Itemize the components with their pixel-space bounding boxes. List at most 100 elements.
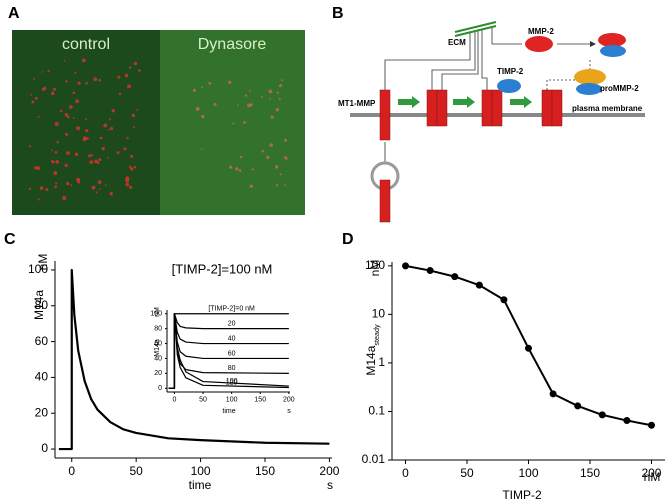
diagram: ECM MMP-2 TIMP-2 proMMP-2 MT1-MMP plasma… <box>338 21 645 223</box>
speckle <box>284 156 288 160</box>
series-label: 120 <box>226 379 238 386</box>
speckle <box>129 167 134 171</box>
receptor <box>379 179 391 223</box>
data-point <box>647 421 655 429</box>
speckle <box>54 151 58 154</box>
y-tick-label: 80 <box>35 298 49 312</box>
data-point <box>475 281 483 289</box>
speckle <box>82 137 87 142</box>
speckle <box>98 158 102 162</box>
speckle <box>47 69 50 73</box>
speckle <box>39 186 44 190</box>
speckle <box>279 173 282 176</box>
connector <box>384 33 471 90</box>
panel-label: C <box>4 231 16 248</box>
speckle <box>104 184 107 186</box>
annotation: [TIMP-2]=100 nM <box>172 261 273 276</box>
y-tick-label: 80 <box>154 325 162 332</box>
y-tick-label: 20 <box>35 405 49 419</box>
speckle <box>45 188 49 191</box>
speckle <box>55 160 60 164</box>
speckle <box>232 122 235 125</box>
arrow <box>510 96 532 108</box>
panel-label: A <box>8 5 20 22</box>
series-label: [TIMP-2]=0 nM <box>208 306 255 313</box>
data-point <box>451 273 459 281</box>
speckle <box>228 80 232 85</box>
speckle <box>37 115 40 118</box>
speckle <box>107 156 109 159</box>
speckle <box>270 115 274 119</box>
speckle <box>88 154 92 158</box>
connector <box>481 30 488 90</box>
speckle <box>36 166 41 170</box>
x-axis-unit: s <box>287 408 291 415</box>
speckle <box>213 102 217 107</box>
speckle <box>247 103 251 108</box>
speckle <box>238 169 242 172</box>
speckle <box>62 195 67 200</box>
receptor <box>426 89 438 127</box>
speckle <box>125 182 130 187</box>
speckle <box>125 176 130 181</box>
speckle <box>55 182 58 185</box>
speckle <box>123 147 127 151</box>
speckle <box>37 198 40 201</box>
speckle <box>72 117 75 120</box>
y-tick-label: 0.1 <box>368 404 385 418</box>
data-point <box>598 411 606 419</box>
x-axis-label: time <box>222 408 235 415</box>
series-label: 100 <box>226 378 238 385</box>
speckle <box>103 123 108 128</box>
speckle <box>136 109 139 111</box>
connector <box>441 31 479 90</box>
speckle <box>192 88 196 92</box>
arrow <box>453 96 475 108</box>
y-axis-unit: nM <box>154 307 161 317</box>
speckle <box>99 188 101 190</box>
receptor <box>436 89 448 127</box>
speckle <box>65 132 69 136</box>
x-axis-unit: s <box>327 478 333 492</box>
prommp2 <box>574 69 606 85</box>
speckle <box>278 84 283 88</box>
y-axis-label: M14a <box>154 339 161 357</box>
speckle <box>201 86 204 89</box>
y-tick-label: 1 <box>378 355 385 369</box>
speckle <box>229 165 233 169</box>
speckle <box>129 185 133 190</box>
speckle <box>85 129 89 133</box>
y-tick-label: 100 <box>28 262 48 276</box>
speckle <box>128 165 131 168</box>
speckle <box>276 91 279 94</box>
speckle <box>31 100 35 104</box>
data-line <box>168 313 289 389</box>
speckle <box>249 184 254 188</box>
speckle <box>81 58 86 63</box>
speckle <box>91 185 96 190</box>
x-tick-label: 100 <box>191 464 211 478</box>
series-label: 80 <box>228 365 236 372</box>
speckle <box>51 160 54 163</box>
node-label: ECM <box>448 38 466 47</box>
y-axis-unit: nM <box>368 260 382 277</box>
ecm <box>454 25 497 37</box>
speckle <box>84 117 87 121</box>
speckle <box>74 152 79 157</box>
speckle <box>248 90 251 92</box>
speckle <box>275 184 279 187</box>
x-tick-label: 50 <box>199 396 207 403</box>
x-tick-label: 150 <box>580 466 600 480</box>
arrowhead <box>590 41 596 47</box>
x-tick-label: 50 <box>460 466 474 480</box>
y-axis-label: M14a <box>32 290 46 320</box>
y-axis-unit: nM <box>36 254 50 271</box>
speckle <box>269 97 272 100</box>
speckle <box>59 109 63 113</box>
speckle <box>283 138 288 142</box>
data-point <box>426 267 434 275</box>
speckle <box>91 153 94 157</box>
inset-background <box>143 296 300 410</box>
y-tick-label: 60 <box>35 334 49 348</box>
